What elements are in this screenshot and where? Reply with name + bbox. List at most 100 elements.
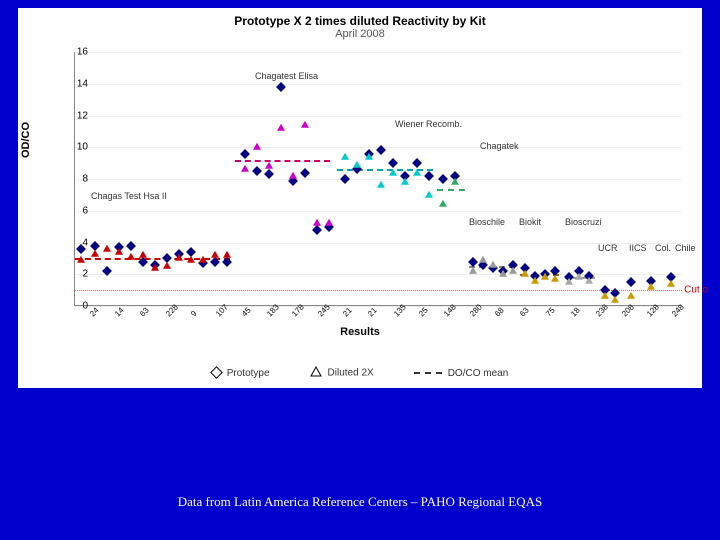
chart-annotation: Chagatest Elisa: [255, 71, 318, 81]
diluted-point: [353, 161, 361, 168]
gridline: [75, 179, 682, 180]
diluted-point: [413, 168, 421, 175]
chart-annotation: Bioscruzi: [565, 217, 602, 227]
diluted-point: [103, 245, 111, 252]
y-tick: 2: [82, 269, 88, 280]
legend: Prototype Diluted 2X DO/CO mean: [18, 366, 702, 380]
x-tick: 183: [265, 303, 281, 319]
x-tick: 135: [392, 303, 408, 319]
chart-annotation: UCR: [598, 243, 618, 253]
diluted-point: [187, 256, 195, 263]
diluted-point: [551, 275, 559, 282]
chart-annotation: Col.: [655, 243, 671, 253]
chart-annotation: Chagas Test Hsa II: [91, 191, 167, 201]
prototype-point: [240, 149, 250, 159]
chart-annotation: Wiener Recomb.: [395, 119, 462, 129]
diluted-point: [389, 168, 397, 175]
x-tick: 18: [569, 306, 582, 319]
diluted-point: [175, 254, 183, 261]
diluted-point: [585, 276, 593, 283]
diluted-point: [575, 273, 583, 280]
diluted-point: [77, 256, 85, 263]
diluted-point: [151, 264, 159, 271]
x-axis-label: Results: [18, 326, 702, 338]
diluted-point: [565, 278, 573, 285]
diluted-point: [365, 153, 373, 160]
diluted-point: [627, 292, 635, 299]
diluted-point: [499, 270, 507, 277]
prototype-point: [264, 169, 274, 179]
gridline: [75, 52, 682, 53]
x-tick: 63: [518, 306, 531, 319]
x-tick: 75: [544, 306, 557, 319]
x-tick: 21: [366, 306, 379, 319]
chart-annotation: IICS: [629, 243, 647, 253]
y-tick: 10: [77, 142, 88, 153]
plot-area: Cut oChagatest ElisaWiener Recomb.Chagat…: [74, 52, 682, 306]
diluted-point: [253, 143, 261, 150]
prototype-point: [438, 174, 448, 184]
diluted-point: [601, 292, 609, 299]
x-tick: 45: [240, 306, 253, 319]
prototype-point: [340, 174, 350, 184]
prototype-point: [468, 257, 478, 267]
gridline: [75, 306, 682, 307]
diluted-point: [139, 251, 147, 258]
y-tick: 6: [82, 205, 88, 216]
diluted-point: [313, 219, 321, 226]
diluted-point: [377, 181, 385, 188]
y-tick: 16: [77, 47, 88, 58]
x-tick: 178: [290, 303, 306, 319]
legend-mean: DO/CO mean: [448, 368, 509, 379]
diluted-point: [91, 249, 99, 256]
diluted-point: [211, 251, 219, 258]
diluted-point: [647, 283, 655, 290]
chart-annotation: Chile: [675, 243, 696, 253]
x-tick: 128: [645, 303, 661, 319]
mean-line: [437, 189, 465, 191]
x-tick: 68: [493, 306, 506, 319]
diluted-point: [469, 267, 477, 274]
chart-annotation: Bioschile: [469, 217, 505, 227]
legend-diluted: Diluted 2X: [328, 368, 374, 379]
legend-diamond-icon: [210, 366, 223, 379]
y-tick: 8: [82, 174, 88, 185]
x-tick: 21: [341, 306, 354, 319]
diluted-point: [531, 276, 539, 283]
x-tick: 63: [138, 306, 151, 319]
gridline: [75, 116, 682, 117]
x-tick: 248: [670, 303, 686, 319]
diluted-point: [163, 262, 171, 269]
slide-frame: Prototype X 2 times diluted Reactivity b…: [0, 0, 720, 540]
gridline: [75, 84, 682, 85]
diluted-point: [277, 124, 285, 131]
chart-annotation: Chagatek: [480, 141, 519, 151]
diluted-point: [241, 165, 249, 172]
diluted-point: [521, 270, 529, 277]
diluted-point: [611, 295, 619, 302]
gridline: [75, 211, 682, 212]
diluted-point: [541, 273, 549, 280]
x-tick: 280: [468, 303, 484, 319]
chart-annotation: Biokit: [519, 217, 541, 227]
diluted-point: [199, 256, 207, 263]
diluted-point: [509, 267, 517, 274]
x-tick: 238: [594, 303, 610, 319]
x-tick: 208: [620, 303, 636, 319]
x-tick: 148: [442, 303, 458, 319]
diluted-point: [479, 256, 487, 263]
diluted-point: [425, 191, 433, 198]
diluted-point: [439, 200, 447, 207]
chart-title: Prototype X 2 times diluted Reactivity b…: [18, 14, 702, 28]
prototype-point: [626, 277, 636, 287]
x-tick: 24: [88, 306, 101, 319]
diluted-point: [667, 280, 675, 287]
prototype-point: [300, 168, 310, 178]
x-tick: 14: [113, 306, 126, 319]
prototype-point: [252, 166, 262, 176]
y-tick: 4: [82, 237, 88, 248]
diluted-point: [223, 251, 231, 258]
x-tick: 245: [316, 303, 332, 319]
prototype-point: [388, 158, 398, 168]
legend-triangle-icon: [310, 366, 322, 380]
